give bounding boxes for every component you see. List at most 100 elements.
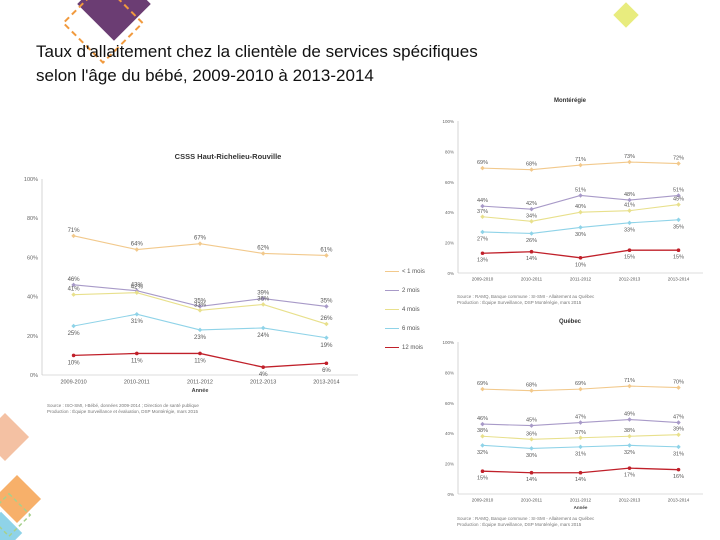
main-data-point [324,253,329,258]
qc-data-point [480,386,485,392]
main-y-tick-label: 80% [27,216,38,222]
mont-y-tick-label: 40% [445,210,454,215]
mont-title: Montérégie [554,98,587,104]
top-purple-square [77,0,151,41]
legend-swatch [385,308,399,311]
main-data-label: 42% [131,285,144,291]
legend-item: 2 mois [385,281,445,300]
qc-data-label: 32% [477,450,488,456]
main-x-tick-label: 2011-2012 [187,380,213,386]
qc-data-point [627,466,632,470]
main-data-point [71,353,76,358]
main-data-point [324,361,329,366]
chart-quebec: Québec 0% 20% 40% 60% 80% 100% 2009-2010 2010-20… [442,319,703,510]
main-data-label: 33% [194,302,207,308]
qc-data-label: 70% [673,380,684,386]
main-data-point [324,304,329,309]
main-data-label: 39% [257,291,270,297]
mont-data-point [578,209,583,215]
mont-data-label: 13% [477,258,488,264]
main-data-point [260,302,266,307]
qc-x-tick-label: 2009-2010 [472,498,494,503]
qc-y-tick-label: 100% [442,340,454,345]
qc-data-label: 36% [526,431,537,437]
qc-data-point [627,433,632,439]
main-data-point [324,321,329,327]
main-data-point [260,251,266,256]
main-data-point [261,365,265,369]
slide-title-line2: selon l'âge du bébé, 2009-2010 à 2013-20… [36,66,374,85]
mont-x-tick-label: 2009-2010 [472,277,494,282]
qc-data-label: 32% [624,450,635,456]
mont-data-point [529,249,534,254]
legend-item: < 1 mois [385,262,445,281]
left-orange-diamond [0,474,42,524]
chart-legend: < 1 mois 2 mois 4 mois 6 mois 12 mois [385,262,445,357]
main-y-tick-label: 60% [27,255,38,261]
source-note-monteregie: Source : RAMQ, Banque commune : SI-SMI -… [457,294,595,305]
qc-data-point [578,386,583,392]
main-y-tick-label: 40% [27,295,38,301]
mont-data-point [627,159,632,165]
mont-y-tick-label: 80% [445,149,454,154]
mont-data-label: 51% [575,187,586,193]
legend-label: 12 mois [402,344,424,351]
left-blue-diamond [0,511,23,540]
mont-data-label: 42% [526,201,537,207]
mont-data-label: 26% [526,238,537,244]
qc-data-label: 46% [477,416,488,422]
main-data-point [197,308,203,313]
legend-label: 4 mois [402,306,420,313]
main-data-label: 19% [320,343,333,349]
qc-data-point [627,417,632,422]
mont-data-label: 37% [477,209,488,215]
mont-data-label: 27% [477,236,488,242]
main-data-label: 23% [194,335,207,341]
mont-data-label: 15% [624,255,635,261]
qc-data-label: 15% [477,476,488,482]
qc-data-point [578,420,583,425]
main-data-label: 35% [194,298,207,304]
main-data-point [324,335,329,341]
qc-data-point [480,469,485,473]
slide-title-line1: Taux d'allaitement chez la clientèle de … [36,42,478,61]
qc-data-point [676,385,681,390]
qc-title: Québec [559,319,582,325]
qc-data-point [529,423,534,428]
qc-data-point [480,443,485,448]
qc-data-label: 14% [575,477,586,483]
main-data-label: 41% [68,287,81,293]
main-data-point [134,311,140,317]
main-data-point [134,247,140,252]
mont-data-point [480,251,485,256]
mont-x-tick-label: 2013-2014 [668,277,690,282]
main-data-label: 61% [320,247,333,253]
main-data-label: 71% [68,228,81,234]
mont-data-label: 69% [477,160,488,166]
mont-x-tick-label: 2011-2012 [570,277,592,282]
qc-data-label: 47% [673,415,684,421]
qc-y-tick-label: 80% [445,370,454,375]
mont-data-point [578,256,583,260]
mont-data-point [529,206,534,212]
main-data-label: 31% [131,319,144,325]
mont-data-point [480,214,485,220]
qc-data-point [529,446,534,451]
main-data-label: 35% [320,298,333,304]
qc-x-tick-label: 2012-2013 [619,498,641,503]
mont-data-label: 33% [624,227,635,233]
mont-data-point [480,203,485,209]
main-x-tick-label: 2010-2011 [124,380,150,386]
main-data-label: 6% [322,368,331,374]
qc-data-point [627,443,632,448]
legend-label: 6 mois [402,325,420,332]
qc-data-label: 45% [526,418,537,424]
main-data-label: 4% [259,372,268,378]
qc-y-tick-label: 20% [445,462,454,467]
qc-data-label: 31% [673,451,684,457]
mont-data-label: 73% [624,154,635,160]
mont-x-tick-label: 2010-2011 [521,277,543,282]
mont-y-tick-label: 0% [447,271,454,276]
main-data-point [260,296,266,301]
